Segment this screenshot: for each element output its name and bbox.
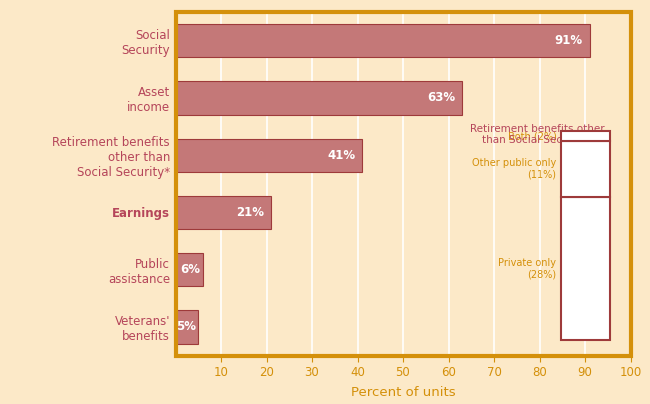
X-axis label: Percent of units: Percent of units (351, 386, 455, 399)
Text: 5%: 5% (176, 320, 196, 333)
Text: 41%: 41% (327, 149, 355, 162)
Bar (176, 196, 271, 229)
Bar (176, 310, 198, 343)
Text: 91%: 91% (554, 34, 582, 47)
Bar (176, 81, 462, 115)
Bar (176, 139, 362, 172)
Bar (176, 12, 630, 356)
Text: 63%: 63% (427, 91, 455, 105)
Bar (176, 24, 590, 57)
Text: 21%: 21% (236, 206, 264, 219)
Text: 6%: 6% (181, 263, 200, 276)
Bar (176, 253, 203, 286)
